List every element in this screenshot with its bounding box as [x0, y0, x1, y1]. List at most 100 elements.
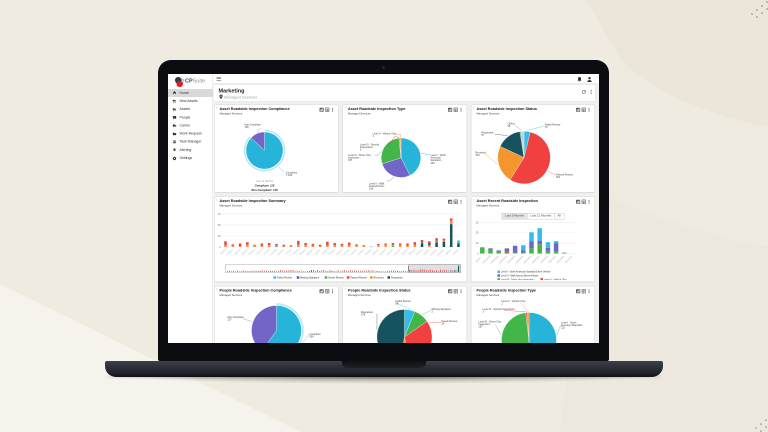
svg-text:Level IV - Special: Level IV - Special [360, 144, 379, 147]
svg-text:7.18K: 7.18K [286, 174, 293, 177]
svg-text:337: 337 [348, 159, 353, 162]
svg-text:Passed Review: Passed Review [556, 174, 573, 177]
svg-text:6/4/2023: 6/4/2023 [286, 249, 292, 255]
svg-text:American Standard...: American Standard... [561, 324, 584, 327]
svg-text:Failed Review: Failed Review [277, 277, 292, 280]
svg-text:Level III - Driver Only: Level III - Driver Only [479, 321, 503, 324]
svg-text:237: 237 [228, 319, 233, 322]
svg-text:7/16/2023: 7/16/2023 [329, 249, 336, 256]
svg-text:7/16/2023: 7/16/2023 [336, 249, 343, 256]
svg-text:5/7/2023: 5/7/2023 [257, 249, 263, 255]
svg-text:3: 3 [483, 311, 485, 314]
svg-text:5/21/2023: 5/21/2023 [278, 249, 285, 256]
svg-text:Compliant: Compliant [286, 172, 297, 175]
svg-text:Failed Review: Failed Review [396, 300, 412, 303]
svg-text:Requested: Requested [482, 132, 494, 135]
svg-text:Missing Signature: Missing Signature [432, 308, 452, 311]
svg-text:Failed Review: Failed Review [545, 124, 561, 127]
svg-text:2: 2 [502, 303, 504, 306]
svg-text:8/13/2023: 8/13/2023 [365, 249, 372, 256]
svg-text:4/23/2023: 4/23/2023 [249, 249, 256, 256]
svg-text:37: 37 [545, 126, 548, 129]
svg-text:7/2/2023: 7/2/2023 [315, 249, 321, 255]
svg-text:Missing Signature: Missing Signature [300, 277, 320, 280]
svg-text:8/27/2023: 8/27/2023 [372, 249, 379, 256]
svg-text:09/19/2023: 09/19/2023 [491, 255, 500, 264]
svg-text:8/27/2023: 8/27/2023 [380, 249, 387, 256]
svg-text:Level I - North: Level I - North [431, 154, 447, 157]
svg-text:9/24/2023: 9/24/2023 [401, 249, 408, 256]
svg-text:24: 24 [442, 323, 445, 326]
svg-text:Passed Review: Passed Review [350, 277, 367, 280]
svg-text:Inspection...: Inspection... [348, 157, 361, 160]
svg-text:11/5/2023: 11/5/2023 [453, 249, 460, 256]
svg-text:11/21/2023: 11/21/2023 [565, 255, 574, 264]
svg-text:10/22/2023: 10/22/2023 [437, 249, 444, 256]
svg-text:187: 187 [479, 326, 484, 329]
svg-text:10/03/2023: 10/03/2023 [507, 255, 516, 264]
svg-text:Around Driver...: Around Driver... [369, 185, 386, 188]
svg-text:9/24/2023: 9/24/2023 [409, 249, 416, 256]
svg-text:318: 318 [369, 188, 374, 191]
svg-text:106: 106 [245, 126, 250, 129]
svg-text:6/18/2023: 6/18/2023 [300, 249, 307, 256]
svg-text:5/21/2023: 5/21/2023 [270, 249, 277, 256]
svg-text:Level III - Driver Only Inspec: Level III - Driver Only Inspection [501, 278, 534, 280]
svg-text:10/10/2023: 10/10/2023 [516, 255, 525, 264]
svg-text:20: 20 [476, 233, 479, 235]
svg-text:Level I - North American Stand: Level I - North American Standard Driver… [501, 271, 551, 274]
svg-text:7/30/2023: 7/30/2023 [343, 249, 350, 256]
svg-text:556: 556 [310, 336, 315, 339]
svg-text:10/31/2023: 10/31/2023 [540, 255, 549, 264]
svg-text:5/7/2023: 5/7/2023 [264, 249, 270, 255]
svg-text:Standard...: Standard... [431, 159, 443, 162]
svg-text:8/13/2023: 8/13/2023 [358, 249, 365, 256]
svg-text:4/9/2023: 4/9/2023 [227, 249, 233, 255]
svg-text:492: 492 [431, 162, 436, 165]
svg-text:11/07/2023: 11/07/2023 [548, 255, 557, 264]
svg-text:09/12/2023: 09/12/2023 [483, 255, 492, 264]
svg-text:4/23/2023: 4/23/2023 [241, 249, 248, 256]
svg-text:6/18/2023: 6/18/2023 [307, 249, 314, 256]
svg-text:57: 57 [482, 134, 485, 137]
svg-text:Level II - Walk Around Driver/: Level II - Walk Around Driver/Vehicle [501, 274, 539, 277]
svg-text:Received: Received [374, 277, 385, 280]
svg-text:Level V - Vehicle Only: Level V - Vehicle Only [373, 133, 398, 136]
svg-text:10/17/2023: 10/17/2023 [524, 255, 533, 264]
svg-text:Level III - Driver Only: Level III - Driver Only [348, 154, 372, 157]
svg-text:7/30/2023: 7/30/2023 [351, 249, 358, 256]
svg-text:178: 178 [361, 314, 366, 317]
svg-text:Inspection...: Inspection... [479, 323, 492, 326]
svg-text:9/10/2023: 9/10/2023 [387, 249, 394, 256]
svg-text:Requested: Requested [361, 311, 373, 314]
svg-text:10/22/2023: 10/22/2023 [430, 249, 437, 256]
svg-text:Compliant: 118: Compliant: 118 [255, 184, 275, 188]
svg-text:18: 18 [508, 125, 511, 128]
svg-text:222: 222 [561, 327, 566, 330]
svg-text:0: 0 [477, 253, 479, 255]
svg-text:Non Compliant: Non Compliant [228, 316, 244, 319]
svg-text:7/2/2023: 7/2/2023 [322, 249, 328, 255]
svg-text:11/5/2023: 11/5/2023 [445, 249, 452, 256]
svg-text:Non-Compliant: Non-Compliant [245, 124, 262, 127]
svg-text:Level I - North: Level I - North [561, 322, 577, 325]
svg-text:344: 344 [476, 154, 481, 157]
svg-text:11/14/2023: 11/14/2023 [557, 255, 566, 264]
svg-text:06/01/2...: 06/01/2... [476, 255, 484, 263]
svg-text:25: 25 [218, 236, 221, 238]
svg-text:10/8/2023: 10/8/2023 [416, 249, 423, 256]
svg-text:6: 6 [360, 149, 362, 152]
svg-text:2: 2 [432, 311, 434, 314]
svg-text:09/26/2023: 09/26/2023 [499, 255, 508, 264]
svg-text:Level V - Vehicle Only: Level V - Vehicle Only [544, 279, 567, 280]
svg-text:Requested: Requested [391, 277, 403, 280]
svg-text:0: 0 [219, 247, 221, 249]
svg-text:Non-Compliant: 106: Non-Compliant: 106 [251, 188, 278, 192]
svg-text:10/8/2023: 10/8/2023 [423, 249, 430, 256]
svg-text:Compliant: Compliant [310, 333, 321, 336]
svg-text:Needs Review: Needs Review [442, 320, 458, 323]
svg-text:Inspections...: Inspections... [360, 146, 375, 149]
svg-text:Received: Received [476, 152, 487, 155]
svg-text:Level V - Vehicle Only: Level V - Vehicle Only [502, 300, 527, 303]
svg-text:Last 12 Months: Last 12 Months [256, 180, 274, 183]
